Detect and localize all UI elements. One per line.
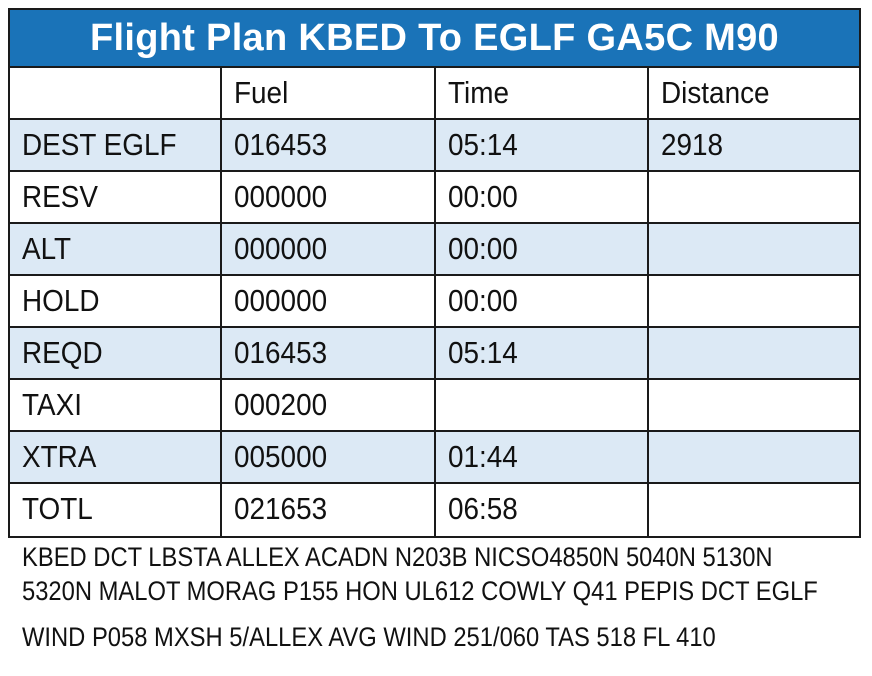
header-cell-time: Time: [436, 68, 649, 118]
flight-plan-title: Flight Plan KBED To EGLF GA5C M90: [10, 10, 859, 68]
distance-cell: [649, 224, 859, 274]
fuel-cell: 000000: [222, 224, 436, 274]
distance-cell: [649, 276, 859, 326]
header-cell-distance: Distance: [661, 75, 770, 110]
table-row-dest: DEST EGLF 016453 05:14 2918: [10, 120, 859, 172]
fuel-cell: 000000: [222, 172, 436, 222]
time-cell: 05:14: [436, 120, 649, 170]
table-row-totl: TOTL 021653 06:58: [10, 484, 859, 536]
time-cell: 06:58: [436, 484, 649, 536]
flight-plan-table: Flight Plan KBED To EGLF GA5C M90 Fuel T…: [8, 8, 861, 538]
fuel-cell: 005000: [222, 432, 436, 482]
table-row-hold: HOLD 000000 00:00: [10, 276, 859, 328]
route-section: KBED DCT LBSTA ALLEX ACADN N203B NICSO48…: [22, 540, 852, 654]
route-line-2: 5320N MALOT MORAG P155 HON UL612 COWLY Q…: [22, 576, 818, 606]
table-header-row: Fuel Time Distance: [10, 68, 859, 120]
fuel-cell: 016453: [222, 120, 436, 170]
header-cell-fuel: Fuel: [222, 68, 436, 118]
route-line-1: KBED DCT LBSTA ALLEX ACADN N203B NICSO48…: [22, 542, 773, 572]
fuel-cell: 016453: [222, 328, 436, 378]
time-cell: [436, 380, 649, 430]
fuel-cell: 000200: [222, 380, 436, 430]
distance-cell: [649, 328, 859, 378]
row-label: HOLD: [10, 276, 222, 326]
row-label: TAXI: [10, 380, 222, 430]
row-label: XTRA: [10, 432, 222, 482]
fuel-cell: 000000: [222, 276, 436, 326]
time-cell: 00:00: [436, 224, 649, 274]
row-label: DEST EGLF: [10, 120, 222, 170]
header-cell-blank: [10, 68, 222, 118]
distance-cell: 2918: [661, 127, 724, 162]
time-cell: 00:00: [436, 172, 649, 222]
table-row-xtra: XTRA 005000 01:44: [10, 432, 859, 484]
wind-summary: WIND P058 MXSH 5/ALLEX AVG WIND 251/060 …: [22, 622, 716, 652]
distance-cell: [649, 432, 859, 482]
time-cell: 01:44: [436, 432, 649, 482]
row-label: REQD: [10, 328, 222, 378]
distance-cell: [649, 484, 859, 536]
table-row-taxi: TAXI 000200: [10, 380, 859, 432]
row-label: TOTL: [10, 484, 222, 536]
distance-cell: [649, 380, 859, 430]
time-cell: 00:00: [436, 276, 649, 326]
row-label: ALT: [10, 224, 222, 274]
time-cell: 05:14: [436, 328, 649, 378]
table-row-alt: ALT 000000 00:00: [10, 224, 859, 276]
distance-cell: [649, 172, 859, 222]
table-row-resv: RESV 000000 00:00: [10, 172, 859, 224]
fuel-cell: 021653: [222, 484, 436, 536]
row-label: RESV: [10, 172, 222, 222]
table-row-reqd: REQD 016453 05:14: [10, 328, 859, 380]
